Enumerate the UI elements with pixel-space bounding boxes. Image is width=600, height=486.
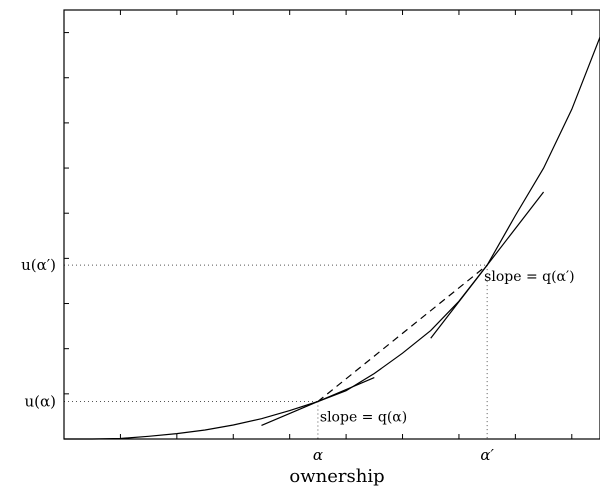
utility-curve: [64, 36, 600, 440]
dotted-guides: [64, 264, 488, 439]
axis-ticks: [64, 10, 573, 439]
x-tick-label-alpha-prime: α′: [480, 446, 494, 464]
tangent-line-alpha: [261, 377, 375, 427]
slope-annotation-alpha: slope = q(α): [320, 410, 407, 426]
plot-frame: [63, 9, 600, 440]
y-tick-label-u-alpha: u(α): [25, 393, 57, 411]
tangent-line-alpha-prime: [430, 191, 545, 339]
y-tick-label-u-alpha-prime: u(α′): [21, 256, 56, 274]
x-axis-label: ownership: [289, 466, 384, 486]
secant-line: [317, 264, 488, 402]
slope-annotation-alpha-prime: slope = q(α′): [484, 269, 575, 285]
x-tick-label-alpha: α: [313, 446, 323, 464]
